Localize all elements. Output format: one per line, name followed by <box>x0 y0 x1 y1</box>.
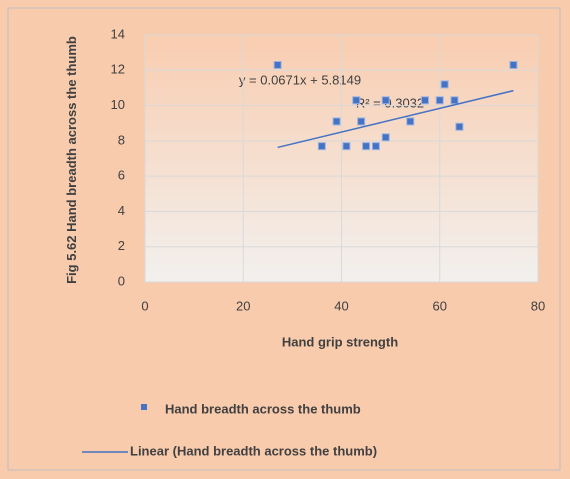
x-tick-label: 0 <box>141 298 148 313</box>
legend-marker <box>141 404 147 410</box>
y-tick-label: 14 <box>111 26 125 41</box>
trendline <box>277 89 514 149</box>
y-tick-label: 10 <box>111 97 125 112</box>
point <box>371 142 380 151</box>
point <box>381 96 390 105</box>
y-tick-label: 4 <box>118 203 125 218</box>
legend-label: Linear (Hand breadth across the thumb) <box>130 443 377 458</box>
legend-label: Hand breadth across the thumb <box>165 401 361 416</box>
x-tick-label: 80 <box>531 298 545 313</box>
y-tick-label: 12 <box>111 62 125 77</box>
point <box>440 80 449 89</box>
point <box>406 117 415 126</box>
y-tick-label: 8 <box>118 132 125 147</box>
x-axis-title: Hand grip strength <box>282 334 398 349</box>
point <box>332 117 341 126</box>
x-tick-label: 40 <box>334 298 348 313</box>
point <box>352 96 361 105</box>
point <box>450 96 459 105</box>
point <box>421 96 430 105</box>
point <box>342 142 351 151</box>
point <box>317 142 326 151</box>
trend-r-squared: R² = 0.3032 <box>356 95 424 110</box>
x-tick-label: 60 <box>433 298 447 313</box>
point <box>273 60 282 69</box>
y-tick-label: 0 <box>118 273 125 288</box>
x-tick-label: 20 <box>236 298 250 313</box>
point <box>509 60 518 69</box>
point <box>357 117 366 126</box>
y-tick-label: 2 <box>118 238 125 253</box>
y-tick-label: 6 <box>118 168 125 183</box>
point <box>381 133 390 142</box>
point <box>362 142 371 151</box>
y-axis-title: Fig 5.62 Hand breadth across the thumb <box>64 36 79 284</box>
trend-equation: y = 0.0671x + 5.8149 <box>239 72 361 87</box>
point <box>435 96 444 105</box>
point <box>455 122 464 131</box>
